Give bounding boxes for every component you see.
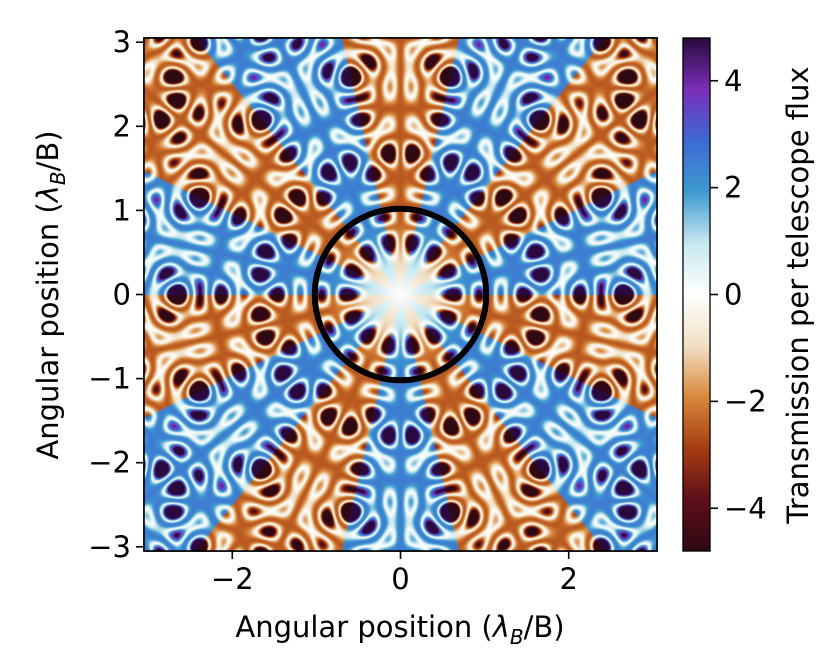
y-axis-label-prefix: Angular position ( — [31, 202, 65, 459]
x-axis-label-prefix: Angular position ( — [235, 610, 492, 644]
colorbar — [683, 38, 710, 551]
y-axis-label-subscript: B — [46, 171, 70, 185]
y-axis-label-lambda: λ — [31, 185, 65, 204]
y-tick-label: 0 — [113, 278, 131, 312]
x-axis-label-suffix: /B) — [524, 610, 565, 644]
colorbar-tick-label: 4 — [724, 64, 742, 98]
x-axis-label-lambda: λ — [491, 610, 510, 644]
x-tick-label: 0 — [391, 562, 409, 596]
x-axis-label: Angular position (λB/B) — [235, 610, 564, 649]
heatmap-plot — [144, 38, 657, 551]
colorbar-tick-label: −2 — [724, 384, 767, 418]
colorbar-label: Transmission per telescope flux — [781, 66, 815, 524]
y-axis-label: Angular position (λB/B) — [31, 130, 70, 459]
y-tick-label: 3 — [113, 25, 131, 59]
y-tick-label: −1 — [88, 362, 131, 396]
y-tick-label: 2 — [113, 109, 131, 143]
colorbar-ticks: −4 −2 0 2 4 — [710, 64, 767, 525]
colorbar-tick-label: −4 — [724, 491, 767, 525]
x-axis-label-subscript: B — [510, 625, 524, 649]
y-axis-ticks: −3 −2 −1 0 1 2 3 — [88, 25, 144, 564]
y-tick-label: 1 — [113, 193, 131, 227]
x-tick-label: −2 — [211, 562, 254, 596]
y-tick-label: −3 — [88, 530, 131, 564]
x-tick-label: 2 — [559, 562, 577, 596]
colorbar-tick-label: 2 — [724, 171, 742, 205]
colorbar-tick-label: 0 — [724, 278, 742, 312]
y-tick-label: −2 — [88, 446, 131, 480]
x-axis-ticks: −2 0 2 — [211, 551, 578, 596]
y-axis-label-suffix: /B) — [31, 130, 65, 171]
